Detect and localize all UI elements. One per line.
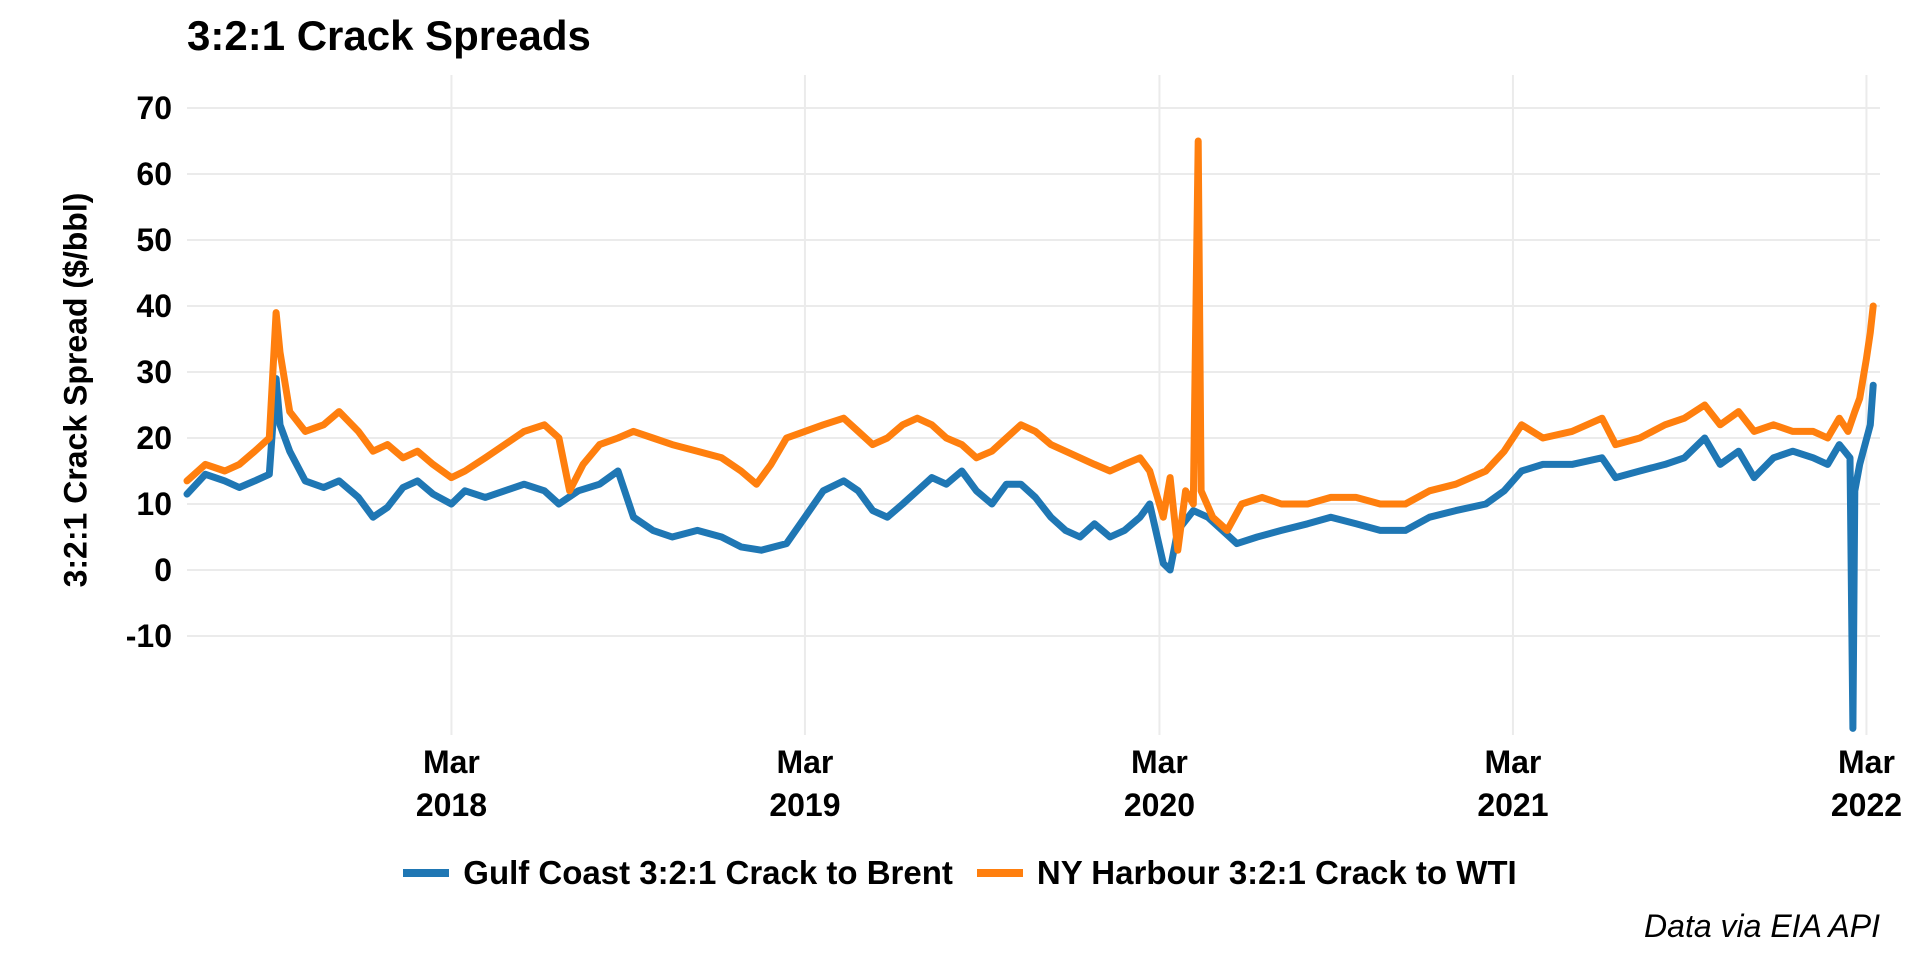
legend-swatch-gulf-coast [403,869,450,877]
x-tick-label: 2019 [769,787,840,823]
line-chart: 70 60 50 40 30 20 10 0 -10 Mar 2018 Mar 2019 Mar 2020… [126,75,1902,823]
y-tick-label: 70 [136,90,172,126]
y-tick-label: 20 [136,420,172,456]
legend-label-gulf-coast: Gulf Coast 3:2:1 Crack to Brent [463,854,953,891]
y-tick-label: 40 [136,288,172,324]
legend: Gulf Coast 3:2:1 Crack to Brent NY Harbo… [0,854,1920,892]
chart-title: 3:2:1 Crack Spreads [187,12,591,59]
caption: Data via EIA API [1644,908,1880,944]
x-tick-label: 2018 [416,787,487,823]
x-tick-label: Mar [776,744,833,780]
grid-lines [187,75,1880,735]
x-tick-label: Mar [1838,744,1895,780]
series-line-1 [183,137,1877,554]
x-tick-label: 2021 [1477,787,1548,823]
series-lines [183,137,1877,732]
x-tick-label: Mar [423,744,480,780]
y-tick-label: 30 [136,354,172,390]
y-axis-ticks: 70 60 50 40 30 20 10 0 -10 [126,90,172,654]
y-tick-label: 10 [136,486,172,522]
x-tick-label: 2020 [1124,787,1195,823]
legend-item-ny-harbour: NY Harbour 3:2:1 Crack to WTI [976,854,1517,892]
y-tick-label: 50 [136,222,172,258]
x-tick-label: 2022 [1831,787,1902,823]
y-tick-label: 60 [136,156,172,192]
legend-swatch-ny-harbour [976,869,1023,877]
legend-label-ny-harbour: NY Harbour 3:2:1 Crack to WTI [1036,854,1517,891]
y-tick-label: -10 [126,618,172,654]
x-tick-label: Mar [1131,744,1188,780]
x-tick-label: Mar [1484,744,1541,780]
x-axis-ticks: Mar 2018 Mar 2019 Mar 2020 Mar 2021 Mar 2022 [416,744,1902,823]
legend-item-gulf-coast: Gulf Coast 3:2:1 Crack to Brent [403,854,953,892]
y-tick-label: 0 [154,552,172,588]
series-line-0 [183,375,1877,732]
